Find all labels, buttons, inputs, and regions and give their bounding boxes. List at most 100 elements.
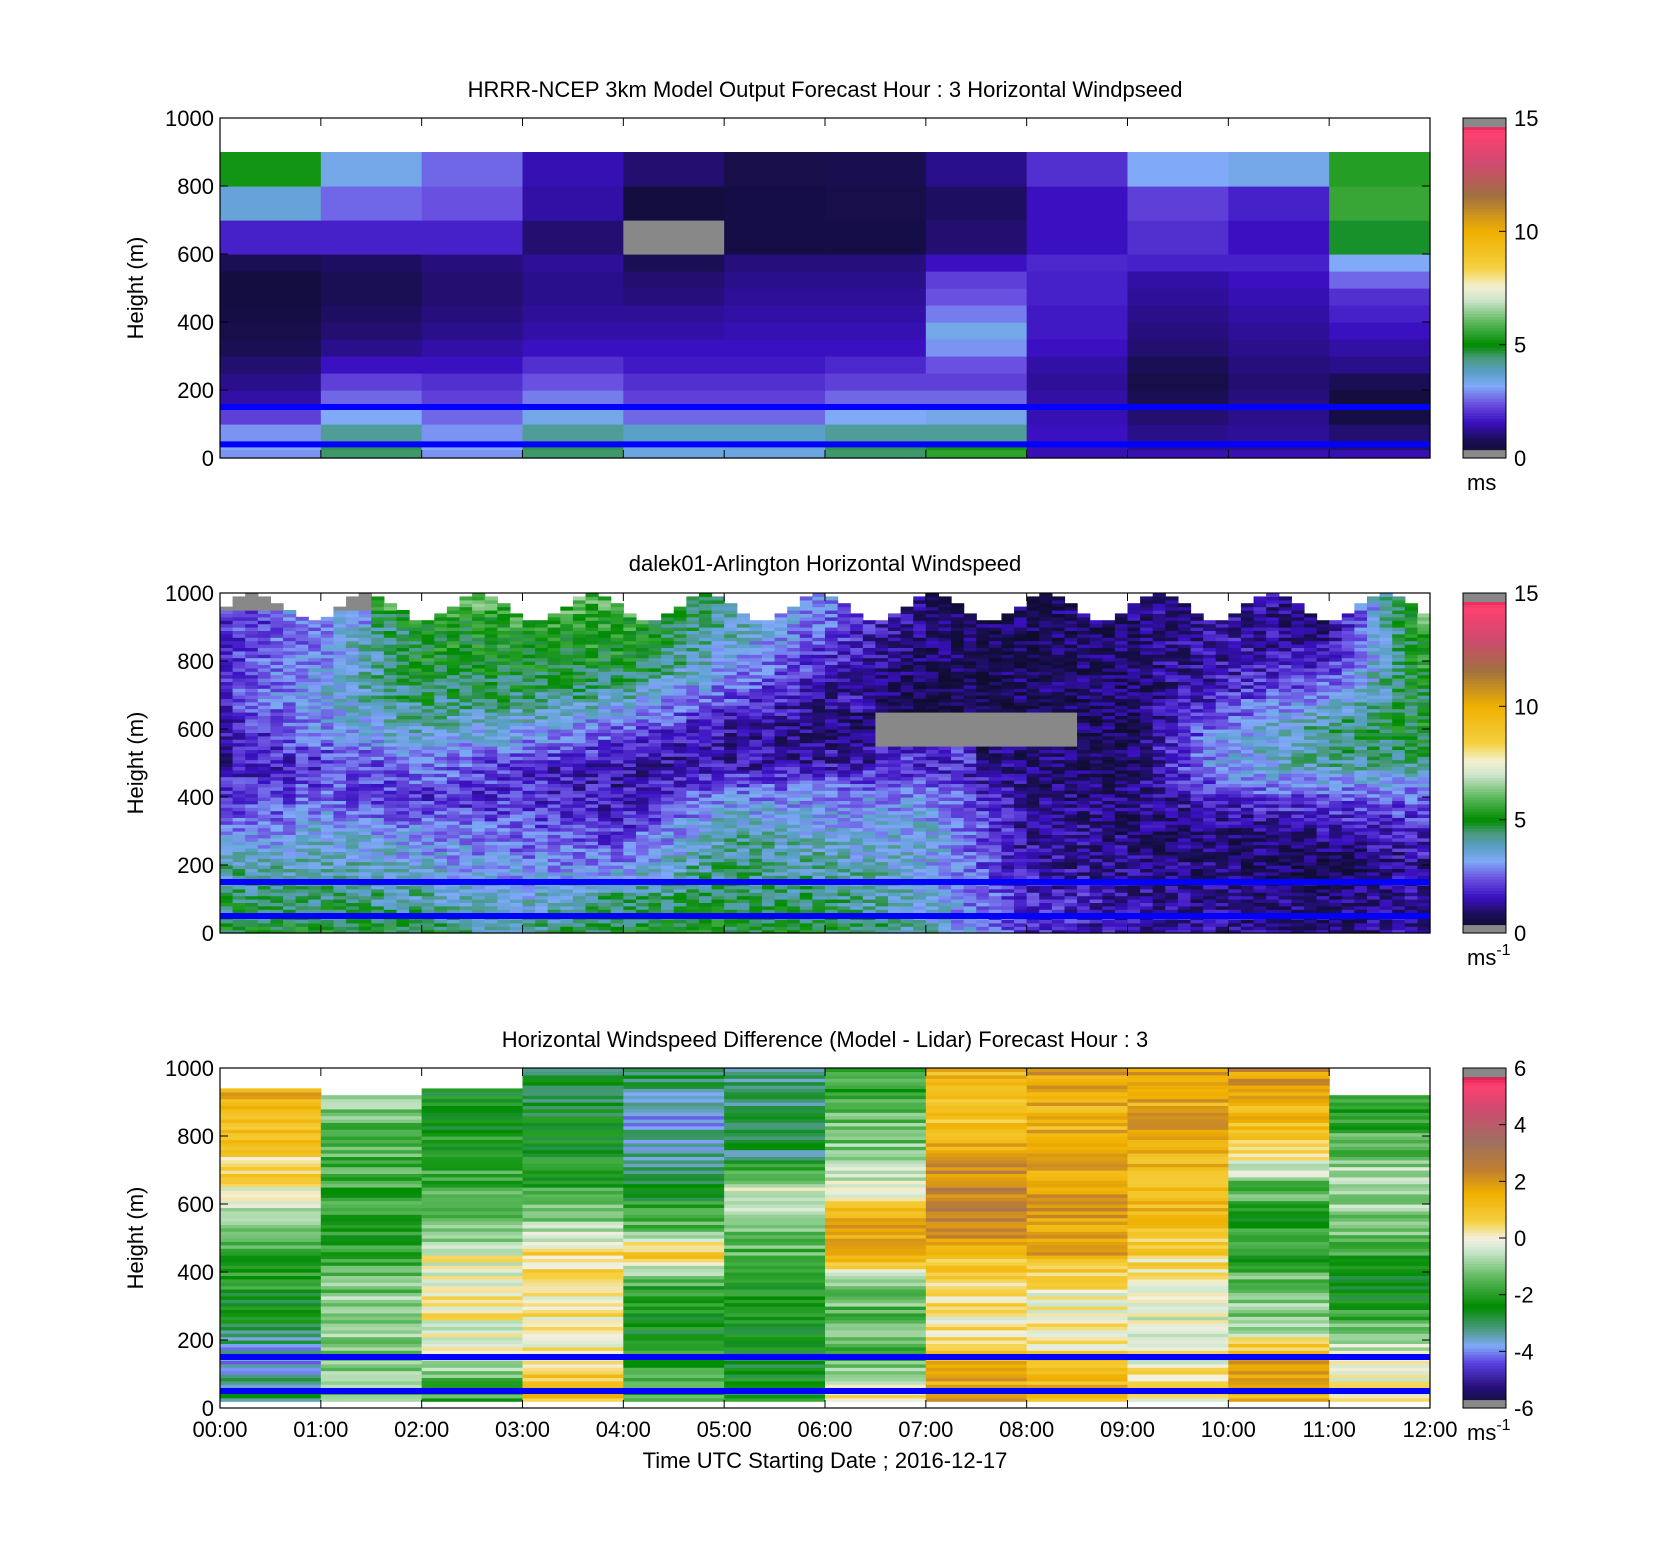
heatmap-cell	[421, 892, 435, 897]
heatmap-cell	[346, 613, 360, 618]
heatmap-cell	[220, 708, 234, 713]
heatmap-cell	[434, 732, 448, 737]
heatmap-cell	[346, 640, 360, 645]
heatmap-cell	[270, 732, 284, 737]
heatmap-cell	[295, 899, 309, 903]
heatmap-cell	[295, 773, 309, 778]
heatmap-cell	[295, 824, 309, 829]
heatmap-cell	[346, 718, 360, 723]
heatmap-cell	[257, 810, 272, 815]
heatmap-cell	[295, 749, 309, 754]
heatmap-cell	[346, 661, 360, 665]
colorbar-swatch	[1463, 262, 1506, 266]
heatmap-cell	[257, 885, 272, 890]
heatmap-cell	[320, 814, 335, 818]
heatmap-cell	[333, 695, 347, 699]
heatmap-cell	[383, 837, 398, 842]
heatmap-cell	[383, 844, 398, 849]
heatmap-cell	[346, 895, 360, 900]
heatmap-cell	[1127, 424, 1229, 442]
colorbar-swatch	[1463, 370, 1506, 374]
heatmap-cell	[1026, 449, 1129, 459]
heatmap-cell	[522, 407, 624, 425]
colorbar-swatch	[1463, 432, 1506, 436]
heatmap-cell	[346, 752, 360, 757]
heatmap-cell	[320, 831, 335, 835]
heatmap-cell	[346, 827, 360, 832]
heatmap-cell	[245, 837, 259, 842]
heatmap-cell	[245, 715, 259, 720]
heatmap-cell	[295, 793, 309, 798]
heatmap-cell	[333, 776, 347, 781]
heatmap-cell	[724, 152, 826, 187]
heatmap-cell	[925, 407, 1028, 425]
heatmap-cell	[245, 661, 259, 665]
heatmap-cell	[396, 664, 410, 669]
heatmap-cell	[320, 152, 423, 187]
heatmap-cell	[383, 807, 398, 812]
heatmap-cell	[358, 640, 372, 645]
heatmap-cell	[320, 620, 335, 625]
heatmap-cell	[295, 803, 309, 808]
heatmap-cell	[257, 718, 272, 723]
heatmap-cell	[346, 654, 360, 659]
colorbar-swatch	[1463, 143, 1506, 147]
heatmap-cell	[371, 786, 385, 791]
heatmap-cell	[358, 759, 372, 764]
heatmap-cell	[434, 807, 448, 812]
heatmap-cell	[295, 640, 309, 645]
heatmap-cell	[409, 786, 423, 791]
heatmap-cell	[421, 640, 435, 645]
heatmap-cell	[320, 647, 335, 652]
heatmap-cell	[409, 844, 423, 849]
heatmap-cell	[396, 732, 410, 737]
heatmap-cell	[434, 756, 448, 761]
heatmap-cell	[270, 695, 284, 699]
colorbar-swatch	[1463, 140, 1506, 145]
heatmap-cell	[434, 844, 448, 849]
heatmap-cell	[421, 620, 435, 625]
heatmap-cell	[308, 875, 322, 880]
heatmap-cell	[346, 929, 360, 934]
heatmap-cell	[623, 449, 725, 459]
heatmap-cell	[346, 922, 360, 927]
heatmap-cell	[572, 596, 587, 601]
heatmap-cell	[257, 684, 272, 689]
heatmap-cell	[245, 678, 259, 682]
heatmap-cell	[257, 858, 272, 863]
colorbar-swatch	[1463, 401, 1506, 405]
colorbar-swatch	[1463, 129, 1506, 133]
heatmap-cell	[547, 613, 561, 618]
panel-1: HRRR-NCEP 3km Model Output Forecast Hour…	[123, 77, 1538, 495]
heatmap-cell	[270, 909, 284, 914]
heatmap-cell	[371, 674, 385, 679]
heatmap-cell	[308, 790, 322, 795]
heatmap-cell	[371, 623, 385, 628]
heatmap-cell	[396, 661, 410, 665]
heatmap-cell	[333, 824, 347, 829]
heatmap-cell	[320, 322, 423, 340]
heatmap-cell	[245, 640, 259, 645]
heatmap-cell	[232, 844, 246, 849]
heatmap-cell	[383, 667, 398, 672]
heatmap-cell	[308, 902, 322, 907]
heatmap-cell	[245, 746, 259, 750]
heatmap-cell	[283, 766, 297, 771]
heatmap-cell	[421, 854, 435, 859]
heatmap-cell	[434, 749, 448, 754]
heatmap-cell	[434, 827, 448, 832]
colorbar-swatch	[1463, 367, 1506, 371]
heatmap-cell	[245, 786, 259, 791]
heatmap-cell	[434, 708, 448, 713]
heatmap-cell	[245, 905, 259, 910]
heatmap-cell	[283, 851, 297, 856]
heatmap-cell	[396, 647, 410, 652]
heatmap-cell	[320, 817, 335, 822]
heatmap-cell	[295, 688, 309, 693]
heatmap-cell	[308, 905, 322, 910]
heatmap-cell	[308, 814, 322, 818]
heatmap-cell	[371, 895, 385, 900]
heatmap-cell	[346, 820, 360, 825]
heatmap-cell	[371, 640, 385, 645]
heatmap-cell	[245, 790, 259, 795]
